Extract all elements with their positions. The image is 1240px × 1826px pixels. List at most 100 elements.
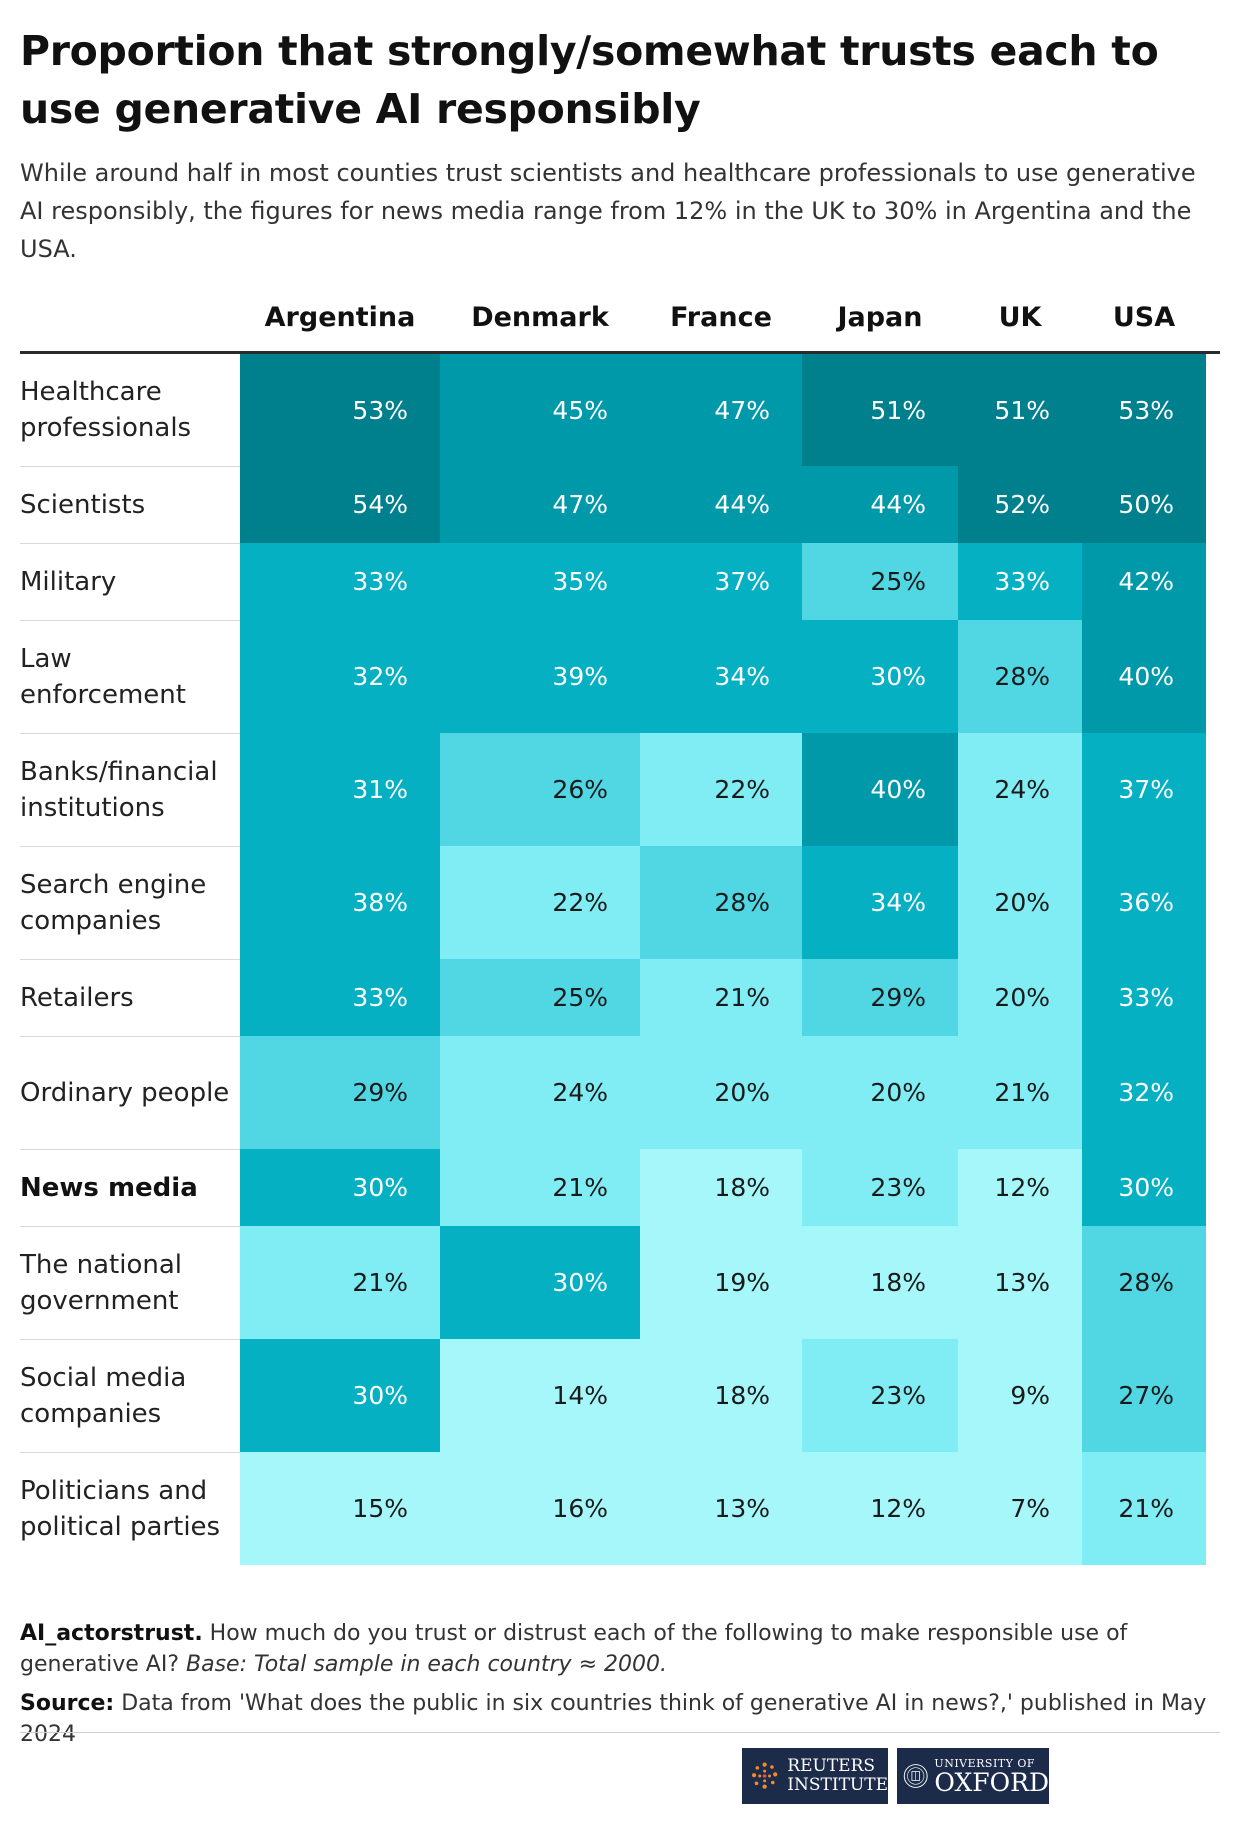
heatmap-cell-scientists-japan: 44% [802, 466, 958, 543]
heatmap-cell-politicians-and-political-parties-usa: 21% [1082, 1452, 1206, 1565]
heatmap-cell-scientists-usa: 50% [1082, 466, 1206, 543]
column-header-usa: USA [1112, 301, 1176, 333]
heatmap-cell-politicians-and-political-parties-uk: 7% [958, 1452, 1082, 1565]
heatmap-cell-ordinary-people-usa: 32% [1082, 1036, 1206, 1149]
heatmap-cell-retailers-france: 21% [640, 959, 802, 1036]
heatmap-cell-scientists-denmark: 47% [440, 466, 640, 543]
row-separator [20, 1339, 240, 1340]
heatmap-cell-banks-financial-institutions-denmark: 26% [440, 733, 640, 846]
heatmap-cell-retailers-denmark: 25% [440, 959, 640, 1036]
heatmap-cell-healthcare-professionals-france: 47% [640, 354, 802, 466]
oxford-line2: OXFORD [934, 1767, 1049, 1797]
heatmap-cell-ordinary-people-japan: 20% [802, 1036, 958, 1149]
row-label-news-media: News media [20, 1172, 198, 1203]
chart-footer: AI_actorstrust. How much do you trust or… [20, 1618, 1220, 1750]
heatmap-cell-the-national-government-uk: 13% [958, 1226, 1082, 1339]
row-label-scientists: Scientists [20, 489, 146, 520]
heatmap-cell-military-usa: 42% [1082, 543, 1206, 620]
heatmap-cell-search-engine-companies-france: 28% [640, 846, 802, 959]
row-label-the-national-government: The national government [20, 1249, 182, 1316]
oxford-line1: UNIVERSITY OF [934, 1756, 1036, 1770]
row-separator [20, 1226, 240, 1227]
heatmap-cell-law-enforcement-uk: 28% [958, 620, 1082, 733]
heatmap-cell-military-argentina: 33% [240, 543, 440, 620]
heatmap-cell-the-national-government-france: 19% [640, 1226, 802, 1339]
row-separator [20, 1149, 240, 1150]
heatmap-cell-retailers-argentina: 33% [240, 959, 440, 1036]
chart-title: Proportion that strongly/somewhat trusts… [20, 27, 1159, 133]
header-divider [20, 351, 1220, 354]
heatmap-cell-military-japan: 25% [802, 543, 958, 620]
heatmap-cell-retailers-japan: 29% [802, 959, 958, 1036]
row-separator [20, 1036, 240, 1037]
row-separator [20, 543, 240, 544]
source-label: Source: [20, 1691, 115, 1716]
row-label-banks-financial-institutions: Banks/financial institutions [20, 756, 218, 823]
reuters-institute-logo: REUTERS INSTITUTE [742, 1748, 888, 1804]
heatmap-cell-ordinary-people-uk: 21% [958, 1036, 1082, 1149]
row-label-retailers: Retailers [20, 982, 134, 1013]
column-header-uk: UK [998, 301, 1042, 333]
heatmap-cell-healthcare-professionals-argentina: 53% [240, 354, 440, 466]
heatmap-cell-retailers-usa: 33% [1082, 959, 1206, 1036]
heatmap-cell-news-media-argentina: 30% [240, 1149, 440, 1226]
heatmap-cell-healthcare-professionals-usa: 53% [1082, 354, 1206, 466]
heatmap-cell-law-enforcement-argentina: 32% [240, 620, 440, 733]
heatmap-cell-search-engine-companies-japan: 34% [802, 846, 958, 959]
heatmap-cell-search-engine-companies-usa: 36% [1082, 846, 1206, 959]
heatmap-cell-social-media-companies-usa: 27% [1082, 1339, 1206, 1452]
oxford-logo: UNIVERSITY OF OXFORD [897, 1748, 1049, 1804]
heatmap-cell-healthcare-professionals-uk: 51% [958, 354, 1082, 466]
column-header-denmark: Denmark [471, 301, 609, 333]
heatmap-cell-social-media-companies-argentina: 30% [240, 1339, 440, 1452]
heatmap-cell-search-engine-companies-argentina: 38% [240, 846, 440, 959]
heatmap-cell-banks-financial-institutions-uk: 24% [958, 733, 1082, 846]
question-id: AI_actorstrust. [20, 1621, 203, 1646]
row-label-search-engine-companies: Search engine companies [20, 869, 207, 936]
base-note: Base: Total sample in each country ≈ 200… [186, 1652, 667, 1677]
question-note: AI_actorstrust. How much do you trust or… [20, 1618, 1220, 1680]
reuters-line1: REUTERS [787, 1756, 876, 1776]
heatmap-cell-ordinary-people-france: 20% [640, 1036, 802, 1149]
row-separator [20, 959, 240, 960]
heatmap-cell-politicians-and-political-parties-denmark: 16% [440, 1452, 640, 1565]
heatmap-cell-healthcare-professionals-denmark: 45% [440, 354, 640, 466]
oxford-crest-icon [903, 1764, 928, 1788]
heatmap-cell-law-enforcement-france: 34% [640, 620, 802, 733]
heatmap-cell-law-enforcement-usa: 40% [1082, 620, 1206, 733]
heatmap-cell-ordinary-people-denmark: 24% [440, 1036, 640, 1149]
reuters-line2: INSTITUTE [787, 1775, 888, 1795]
heatmap-cell-law-enforcement-japan: 30% [802, 620, 958, 733]
row-label-healthcare-professionals: Healthcare professionals [20, 377, 192, 443]
heatmap-cell-social-media-companies-uk: 9% [958, 1339, 1082, 1452]
source-note: Source: Data from 'What does the public … [20, 1688, 1220, 1750]
heatmap-cell-the-national-government-japan: 18% [802, 1226, 958, 1339]
footer-divider [20, 1732, 1220, 1733]
heatmap-cell-news-media-uk: 12% [958, 1149, 1082, 1226]
heatmap-cell-law-enforcement-denmark: 39% [440, 620, 640, 733]
row-label-military: Military [20, 566, 117, 597]
row-separator [20, 846, 240, 847]
row-label-politicians-and-political-parties: Politicians and political parties [20, 1475, 221, 1542]
heatmap-cell-politicians-and-political-parties-france: 13% [640, 1452, 802, 1565]
heatmap-cell-healthcare-professionals-japan: 51% [802, 354, 958, 466]
heatmap-cell-banks-financial-institutions-france: 22% [640, 733, 802, 846]
heatmap-cell-military-uk: 33% [958, 543, 1082, 620]
row-separator [20, 466, 240, 467]
heatmap-cell-news-media-france: 18% [640, 1149, 802, 1226]
heatmap-cell-banks-financial-institutions-usa: 37% [1082, 733, 1206, 846]
heatmap-cell-social-media-companies-denmark: 14% [440, 1339, 640, 1452]
heatmap-cell-politicians-and-political-parties-japan: 12% [802, 1452, 958, 1565]
row-label-law-enforcement: Law enforcement [20, 643, 186, 710]
heatmap-cell-the-national-government-argentina: 21% [240, 1226, 440, 1339]
column-header-france: France [670, 301, 772, 333]
heatmap-cell-the-national-government-denmark: 30% [440, 1226, 640, 1339]
column-header-japan: Japan [837, 301, 923, 333]
heatmap-cell-news-media-usa: 30% [1082, 1149, 1206, 1226]
row-label-social-media-companies: Social media companies [20, 1362, 187, 1429]
heatmap-cell-search-engine-companies-uk: 20% [958, 846, 1082, 959]
row-label-ordinary-people: Ordinary people [20, 1077, 230, 1108]
question-text: How much do you trust or distrust each o… [20, 1621, 1128, 1677]
heatmap-cell-scientists-france: 44% [640, 466, 802, 543]
row-separator [20, 1452, 240, 1453]
